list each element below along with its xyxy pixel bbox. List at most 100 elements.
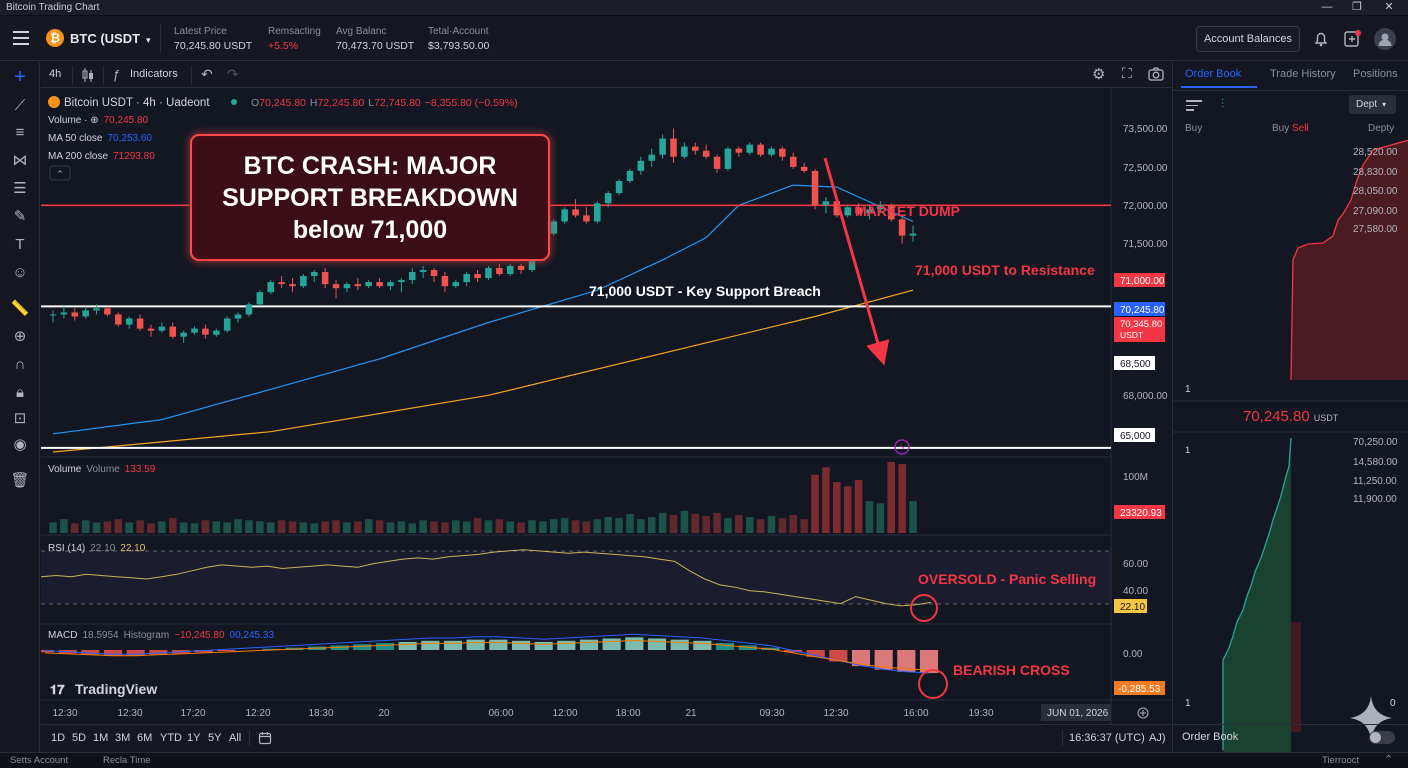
candle-body	[332, 284, 340, 289]
macd-signal-line	[44, 639, 930, 671]
eye-icon[interactable]: ◉	[13, 436, 27, 453]
user-icon	[1378, 33, 1392, 46]
undo-icon[interactable]: ↶	[201, 66, 213, 82]
range-5y[interactable]: 5Y	[208, 732, 222, 744]
volume-badge	[1114, 505, 1165, 519]
chart-area[interactable]: ϟ BTC CRASH: MAJOR SUPPORT BREAKDOWN bel…	[35, 88, 1171, 724]
tab-order-book[interactable]: Order Book	[1185, 68, 1242, 80]
goto-date-icon[interactable]	[1137, 707, 1149, 719]
volume-bar	[571, 520, 580, 533]
brush-icon[interactable]: ✎	[13, 208, 27, 225]
interval-selector[interactable]: 4h	[49, 68, 62, 80]
range-3m[interactable]: 3M	[115, 732, 131, 744]
range-5d[interactable]: 5D	[72, 732, 87, 744]
candle-body	[93, 308, 100, 311]
candle-body	[757, 144, 764, 155]
collapse-legend-button[interactable]	[49, 165, 71, 181]
lock-icon[interactable]: 🔒︎	[16, 384, 24, 401]
crosshair-icon[interactable]: +	[14, 66, 26, 88]
calendar-icon[interactable]	[258, 731, 272, 745]
range-1y[interactable]: 1Y	[187, 732, 201, 744]
status-real-time[interactable]: Recla Time	[103, 755, 151, 766]
notification-icon[interactable]	[1343, 29, 1361, 49]
candle-body	[811, 170, 819, 206]
plus-icon	[1140, 710, 1146, 716]
bid-level: 11,900.00	[1353, 494, 1397, 505]
range-6m[interactable]: 6M	[137, 732, 153, 744]
order-book-toggle[interactable]	[1369, 731, 1395, 744]
fib-icon[interactable]: ☰	[13, 180, 27, 197]
horizontal-lines-icon[interactable]: ≡	[15, 124, 25, 141]
macd-histogram-bar	[625, 637, 644, 650]
range-1m[interactable]: 1M	[93, 732, 109, 744]
fullscreen-icon[interactable]: ⛶	[1122, 65, 1132, 81]
status-account[interactable]: Setts Account	[10, 755, 69, 766]
candle-body	[583, 215, 590, 222]
bid-axis-zero: 0	[1390, 698, 1396, 709]
volume-bar	[364, 519, 373, 533]
account-balances-button[interactable]: Account Balances	[1196, 26, 1300, 52]
minimize-button[interactable]: —	[1321, 1, 1333, 13]
status-expand-icon[interactable]: ⌃	[1384, 754, 1394, 766]
settings-gear-icon[interactable]: ⚙	[1092, 66, 1106, 83]
candle-body	[49, 314, 57, 316]
tab-positions[interactable]: Positions	[1353, 68, 1398, 80]
emoji-icon[interactable]: ☺	[12, 264, 28, 281]
utc-clock[interactable]: 16:36:37 (UTC)	[1069, 732, 1145, 744]
window-title: Bitcoin Trading Chart	[6, 2, 100, 13]
bid-axis-one: 1	[1185, 698, 1191, 709]
unlock-icon[interactable]: ⊡	[13, 410, 27, 427]
depth-view-icon[interactable]: ⫶	[1221, 97, 1225, 111]
ruler-icon[interactable]: 📏	[10, 300, 30, 317]
volume-layer	[49, 462, 917, 533]
legend-ohlc: O70,245.80 H72,245.80 L72,745.80 −8,355.80 …	[251, 97, 518, 109]
maximize-button[interactable]: ❐	[1352, 1, 1362, 13]
text-icon[interactable]: T	[15, 236, 25, 253]
list-view-icon[interactable]	[1186, 100, 1202, 112]
candles-icon[interactable]	[81, 67, 95, 83]
tab-trade-history[interactable]: Trade History	[1270, 68, 1336, 80]
close-button[interactable]: ✕	[1384, 1, 1394, 13]
camera-icon[interactable]	[1148, 67, 1164, 81]
volume-bar	[843, 486, 852, 533]
avatar[interactable]	[1374, 28, 1396, 50]
magnet-icon[interactable]: ∩	[14, 356, 26, 373]
trash-icon[interactable]: 🗑︎	[10, 472, 30, 489]
depth-select[interactable]: Dept ▾	[1349, 95, 1396, 114]
event-marker-icon[interactable]	[894, 439, 910, 455]
volume-bar	[245, 520, 253, 533]
stat-latest-price: Latest Price 70,245.80 USDT	[174, 26, 253, 52]
candle-body	[648, 154, 655, 161]
zoom-icon[interactable]: ⊕	[13, 328, 27, 345]
candle-body	[104, 308, 111, 315]
candle-body	[354, 284, 362, 287]
sparkle-icon	[1350, 696, 1392, 740]
ask-depth-line	[1290, 140, 1408, 381]
bell-icon[interactable]	[1312, 30, 1330, 48]
range-all[interactable]: All	[229, 732, 242, 744]
menu-icon[interactable]	[13, 31, 29, 45]
candle-body	[430, 269, 438, 277]
tb-divider	[103, 66, 104, 84]
candle-body	[365, 282, 372, 287]
range-1d[interactable]: 1D	[51, 732, 66, 744]
candle-body	[496, 267, 503, 275]
symbol-selector[interactable]: BTC (USDT ▾	[70, 31, 151, 46]
bearish-circle	[918, 669, 948, 699]
macd-pane-label: MACD 18.5954 Histogram −10,245.80 00,245.33	[48, 630, 274, 641]
bitcoin-logo-icon: ₿	[46, 29, 64, 47]
price-chart[interactable]: ϟ BTC CRASH: MAJOR SUPPORT BREAKDOWN bel…	[35, 88, 1171, 724]
range-ytd[interactable]: YTD	[160, 732, 182, 744]
indicators-button[interactable]: Indicators	[130, 68, 178, 80]
trendline-icon[interactable]: ⟋	[14, 97, 26, 114]
range-divider	[249, 730, 250, 746]
candle-body	[278, 282, 285, 285]
headline-line3: below 71,000	[293, 216, 447, 244]
ma200-layer	[52, 289, 914, 453]
legend-volume: Volume · ⊕ 70,245.80	[48, 115, 149, 126]
pitchfork-icon[interactable]: ⋈	[12, 152, 28, 169]
rsi-pane-label: RSI (14) 22.10 22.10	[48, 543, 146, 554]
redo-icon[interactable]: ↷	[227, 66, 239, 82]
adjust-toggle[interactable]: AJ)	[1149, 732, 1166, 744]
bid-level: 11,250.00	[1353, 476, 1397, 487]
